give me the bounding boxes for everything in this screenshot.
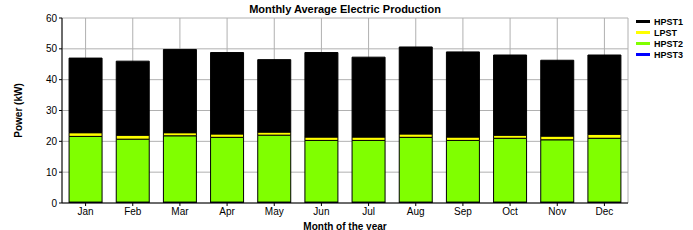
html-text:HPST3: HPST3 <box>654 49 683 60</box>
svg-text:60: 60 <box>46 13 58 24</box>
svg-text:Mar: Mar <box>171 206 189 217</box>
svg-text:30: 30 <box>46 105 58 116</box>
svg-text:0: 0 <box>51 198 57 209</box>
svg-text:Dec: Dec <box>596 206 614 217</box>
svg-text:Jun: Jun <box>313 206 329 217</box>
svg-text:50: 50 <box>46 43 58 54</box>
svg-text:Jan: Jan <box>78 206 94 217</box>
svg-text:Month of the year: Month of the year <box>303 221 386 230</box>
svg-text:10: 10 <box>46 167 58 178</box>
svg-text:Oct: Oct <box>502 206 518 217</box>
html-text:HPST1: HPST1 <box>654 16 683 27</box>
html-text:HPST2: HPST2 <box>654 38 683 49</box>
html-text:LPST: LPST <box>654 27 677 38</box>
svg-text:Nov: Nov <box>548 206 566 217</box>
svg-text:Feb: Feb <box>124 206 142 217</box>
svg-text:Apr: Apr <box>219 206 235 217</box>
svg-text:20: 20 <box>46 136 58 147</box>
svg-text:Jul: Jul <box>362 206 375 217</box>
svg-text:Sep: Sep <box>454 206 472 217</box>
svg-text:40: 40 <box>46 74 58 85</box>
html-text:Monthly Average Electric Produ: Monthly Average Electric Production <box>249 3 441 15</box>
svg-text:May: May <box>265 206 284 217</box>
svg-text:Aug: Aug <box>407 206 425 217</box>
svg-text:Power (kW): Power (kW) <box>13 83 24 137</box>
